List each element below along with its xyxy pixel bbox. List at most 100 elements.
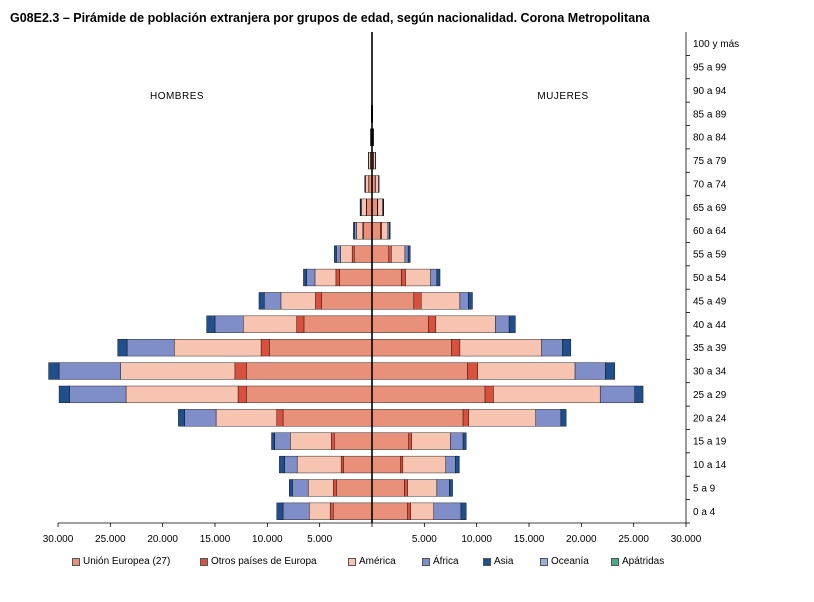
bar-mujeres-africa-5-a-9 <box>436 479 450 497</box>
age-group-label: 20 a 24 <box>693 413 727 424</box>
legend-item-union-europea-27: Unión Europea (27) <box>72 556 170 567</box>
bar-mujeres-africa-30-a-34 <box>574 362 606 380</box>
bar-hombres-otros-paises-de-europa-0-a-4 <box>329 502 334 520</box>
bar-mujeres-asia-55-a-59 <box>407 245 411 263</box>
age-group-label: 55 a 59 <box>693 250 727 261</box>
chart-title: G08E2.3 – Pirámide de población extranje… <box>10 11 650 25</box>
bar-hombres-asia-65-a-69 <box>359 198 361 216</box>
x-tick-label: 20.000 <box>147 534 178 545</box>
bar-hombres-africa-5-a-9 <box>292 479 309 497</box>
x-tick-label: 15.000 <box>200 534 231 545</box>
legend-swatch <box>72 557 80 566</box>
bar-mujeres-asia-50-a-54 <box>436 268 441 287</box>
bar-mujeres-otros-paises-de-europa-50-a-54 <box>401 268 406 287</box>
bar-mujeres-otros-paises-de-europa-20-a-24 <box>462 409 470 427</box>
bar-mujeres-asia-25-a-29 <box>634 385 644 404</box>
age-group-label: 40 a 44 <box>693 320 727 331</box>
bar-hombres-africa-55-a-59 <box>336 245 341 263</box>
bar-hombres-union-europea-27-25-a-29 <box>246 385 373 404</box>
side-label-mujeres: MUJERES <box>537 91 588 102</box>
bar-hombres-america-45-a-49 <box>280 292 316 310</box>
axes-group: 0 a 4 5 a 9 10 a 14 15 a 19 20 a 24 25 a 29 30… <box>43 32 739 545</box>
bar-hombres-africa-20-a-24 <box>184 409 217 427</box>
bar-hombres-america-50-a-54 <box>314 268 337 287</box>
x-tick-label: 5.000 <box>307 534 332 545</box>
bars-group <box>48 35 644 520</box>
legend-swatch <box>483 557 491 566</box>
bar-mujeres-union-europea-27-40-a-44 <box>371 315 429 333</box>
bar-mujeres-africa-50-a-54 <box>430 268 438 287</box>
bar-hombres-america-20-a-24 <box>215 409 277 427</box>
bar-hombres-america-30-a-34 <box>120 362 236 380</box>
bar-mujeres-union-europea-27-15-a-19 <box>371 432 409 450</box>
age-group-label: 95 a 99 <box>693 63 727 74</box>
bar-hombres-america-35-a-39 <box>173 339 262 357</box>
bar-mujeres-asia-30-a-34 <box>605 362 616 380</box>
bar-mujeres-union-europea-27-45-a-49 <box>371 292 415 310</box>
age-group-label: 90 a 94 <box>693 86 727 97</box>
bar-hombres-union-europea-27-35-a-39 <box>269 339 373 357</box>
bar-mujeres-africa-55-a-59 <box>404 245 409 263</box>
age-group-label: 65 a 69 <box>693 203 727 214</box>
bar-mujeres-union-europea-27-30-a-34 <box>371 362 468 380</box>
bar-hombres-america-65-a-69 <box>361 198 367 216</box>
bar-mujeres-union-europea-27-60-a-64 <box>371 222 381 240</box>
bar-hombres-otros-paises-de-europa-40-a-44 <box>296 315 305 333</box>
bar-mujeres-otros-paises-de-europa-0-a-4 <box>407 502 411 520</box>
x-tick-label: 10.000 <box>461 534 492 545</box>
bar-mujeres-america-40-a-44 <box>435 315 496 333</box>
bar-hombres-otros-paises-de-europa-15-a-19 <box>330 432 335 450</box>
bar-hombres-asia-20-a-24 <box>178 409 185 427</box>
age-group-label: 25 a 29 <box>693 390 727 401</box>
bar-mujeres-asia-45-a-49 <box>468 292 473 310</box>
bar-mujeres-africa-35-a-39 <box>541 339 563 357</box>
bar-hombres-america-25-a-29 <box>125 385 239 404</box>
bar-mujeres-africa-10-a-14 <box>445 455 456 474</box>
legend-item-otros-paises-de-europa: Otros países de Europa <box>200 556 317 567</box>
bar-mujeres-africa-20-a-24 <box>535 409 562 427</box>
bar-mujeres-otros-paises-de-europa-55-a-59 <box>388 245 392 263</box>
bar-hombres-africa-25-a-29 <box>69 385 127 404</box>
legend-swatch <box>611 557 619 566</box>
legend-label: África <box>433 556 459 567</box>
bar-hombres-otros-paises-de-europa-5-a-9 <box>333 479 337 497</box>
bar-mujeres-union-europea-27-50-a-54 <box>371 268 402 287</box>
bar-hombres-africa-0-a-4 <box>282 502 310 520</box>
bar-mujeres-america-30-a-34 <box>477 362 576 380</box>
bar-hombres-union-europea-27-0-a-4 <box>333 502 373 520</box>
bar-hombres-africa-50-a-54 <box>306 268 316 287</box>
bar-mujeres-asia-60-a-64 <box>388 222 391 240</box>
bar-hombres-africa-40-a-44 <box>214 315 244 333</box>
bar-mujeres-america-10-a-14 <box>402 455 446 474</box>
bar-mujeres-america-60-a-64 <box>381 222 389 240</box>
bar-hombres-america-55-a-59 <box>340 245 353 263</box>
x-tick-label: 5.000 <box>412 534 437 545</box>
bar-mujeres-otros-paises-de-europa-10-a-14 <box>400 455 404 474</box>
bar-hombres-africa-15-a-19 <box>274 432 291 450</box>
bar-hombres-america-70-a-74 <box>365 175 369 193</box>
age-group-label: 70 a 74 <box>693 179 727 190</box>
bar-hombres-union-europea-27-50-a-54 <box>339 268 373 287</box>
bar-hombres-asia-45-a-49 <box>258 292 265 310</box>
legend-item-america: América <box>348 556 396 567</box>
legend-label: Asia <box>494 556 514 567</box>
bar-mujeres-asia-35-a-39 <box>562 339 572 357</box>
bar-mujeres-otros-paises-de-europa-35-a-39 <box>451 339 461 357</box>
bar-mujeres-america-70-a-74 <box>375 175 379 193</box>
bar-hombres-asia-50-a-54 <box>303 268 307 287</box>
bar-hombres-union-europea-27-20-a-24 <box>282 409 373 427</box>
x-tick-label: 30.000 <box>671 534 702 545</box>
bar-hombres-asia-25-a-29 <box>58 385 70 404</box>
legend: Unión Europea (27) Otros países de Europa… <box>0 556 814 572</box>
bar-hombres-asia-30-a-34 <box>48 362 60 380</box>
bar-mujeres-america-5-a-9 <box>407 479 438 497</box>
bar-mujeres-asia-40-a-44 <box>508 315 516 333</box>
bar-hombres-otros-paises-de-europa-50-a-54 <box>335 268 340 287</box>
legend-label: Oceanía <box>551 556 589 567</box>
bar-mujeres-otros-paises-de-europa-25-a-29 <box>484 385 494 404</box>
population-pyramid: 0 a 4 5 a 9 10 a 14 15 a 19 20 a 24 25 a 29 30… <box>43 32 739 545</box>
x-tick-label: 25.000 <box>95 534 126 545</box>
bar-hombres-america-5-a-9 <box>307 479 334 497</box>
bar-mujeres-otros-paises-de-europa-15-a-19 <box>408 432 412 450</box>
legend-item-africa: África <box>422 556 459 567</box>
